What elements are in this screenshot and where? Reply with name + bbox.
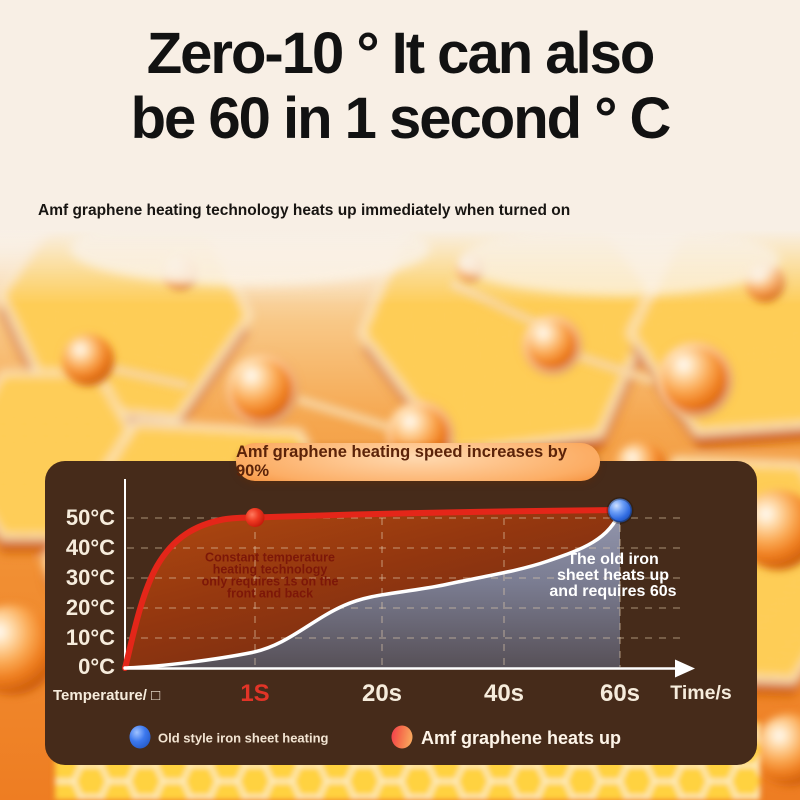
y-tick-40: 40°C [66, 535, 115, 560]
slow-series-line [123, 509, 622, 670]
y-axis-title: Temperature/ □ [53, 687, 160, 704]
legend-slow-label: Old style iron sheet heating [158, 731, 329, 746]
y-tick-10: 10°C [66, 625, 115, 650]
top-fade [0, 230, 800, 305]
svg-text:The old iron: The old iron [567, 551, 659, 568]
x-tick-60s: 60s [600, 680, 640, 707]
axis-arrow-icon [675, 659, 695, 678]
headline-line-1: Zero-10 ° It can also [146, 21, 656, 86]
slow-point-marker [606, 497, 634, 524]
legend-slow-dot [129, 725, 151, 749]
chart-panel: Constant temperature heating technology … [45, 461, 757, 765]
x-axis-title: Time/s [670, 682, 732, 704]
svg-text:heating technology: heating technology [213, 563, 328, 577]
svg-text:only requires 1s on the: only requires 1s on the [202, 575, 339, 589]
svg-text:front and back: front and back [227, 587, 313, 601]
y-tick-0: 0°C [78, 654, 115, 679]
headline-line-2: be 60 in 1 second ° C [130, 85, 672, 151]
y-tick-20: 20°C [66, 595, 115, 620]
grid-lines [127, 511, 687, 667]
svg-text:sheet heats up: sheet heats up [557, 567, 669, 584]
chart-title-text: Amf graphene heating speed increases by … [236, 443, 568, 480]
chart-title-badge: Amf graphene heating speed increases by … [236, 443, 600, 481]
x-axis-tick-labels: 1S 20s 40s 60s [240, 680, 640, 707]
slow-series-area [125, 511, 620, 668]
y-tick-30: 30°C [66, 565, 115, 590]
fast-point-marker [245, 508, 265, 527]
x-tick-20s: 20s [362, 680, 402, 707]
legend-fast-label: Amf graphene heats up [421, 728, 621, 748]
legend: Old style iron sheet heating Amf graphen… [129, 725, 621, 749]
svg-text:Constant temperature: Constant temperature [205, 551, 335, 565]
y-tick-50: 50°C [66, 505, 115, 530]
x-tick-1s: 1S [240, 680, 269, 707]
subtitle: Amf graphene heating technology heats up… [38, 202, 571, 219]
temperature-chart: Constant temperature heating technology … [53, 479, 732, 749]
y-axis-tick-labels: 50°C 40°C 30°C 20°C 10°C 0°C [66, 505, 115, 679]
fast-series-line [122, 507, 623, 671]
fast-annotation: Constant temperature heating technology … [202, 551, 339, 601]
x-tick-40s: 40s [484, 680, 524, 707]
headline: Zero-10 ° It can also be 60 in 1 second … [0, 21, 800, 152]
legend-fast-dot [391, 725, 413, 749]
svg-text:and requires 60s: and requires 60s [549, 583, 676, 600]
slow-annotation: The old iron sheet heats up and requires… [549, 551, 676, 600]
